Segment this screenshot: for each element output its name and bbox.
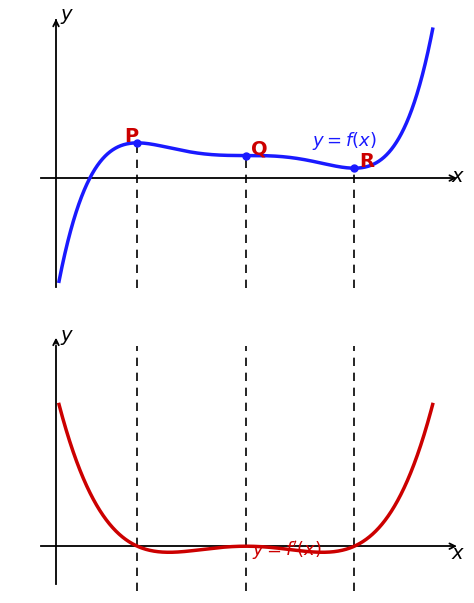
Text: R: R xyxy=(359,152,374,171)
Text: $y = f'(x)$: $y = f'(x)$ xyxy=(252,539,322,562)
Text: P: P xyxy=(124,127,138,146)
Text: x: x xyxy=(452,166,464,186)
Text: y: y xyxy=(61,5,73,24)
Text: $y = f(x)$: $y = f(x)$ xyxy=(312,130,377,152)
Text: y: y xyxy=(61,326,73,346)
Text: x: x xyxy=(452,544,464,563)
Text: Q: Q xyxy=(251,139,267,158)
